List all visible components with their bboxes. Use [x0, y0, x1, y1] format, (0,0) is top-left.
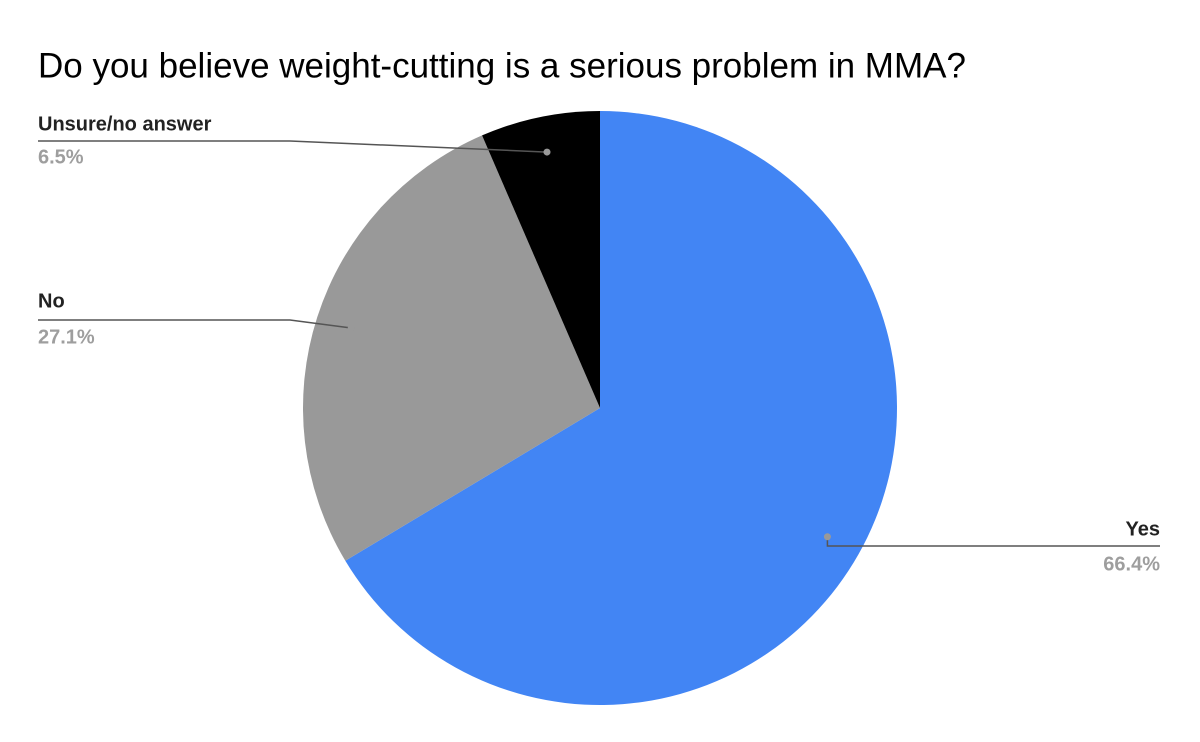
leader-dot	[347, 324, 355, 332]
slice-label: Yes	[1126, 518, 1160, 540]
slice-label: Unsure/no answer	[38, 113, 212, 135]
pie-slice	[303, 135, 600, 561]
pie-slice	[482, 111, 600, 408]
slice-value-label: 6.5%	[38, 146, 84, 168]
slice-value-label: 66.4%	[1103, 553, 1160, 575]
slice-value-label: 27.1%	[38, 326, 95, 348]
leader-line	[38, 140, 548, 153]
slice-label: No	[38, 290, 65, 312]
pie-slice	[345, 111, 897, 705]
leader-line	[38, 319, 352, 329]
leader-dot	[543, 148, 551, 156]
leader-dot	[823, 533, 831, 541]
chart-title: Do you believe weight-cutting is a serio…	[38, 46, 966, 85]
